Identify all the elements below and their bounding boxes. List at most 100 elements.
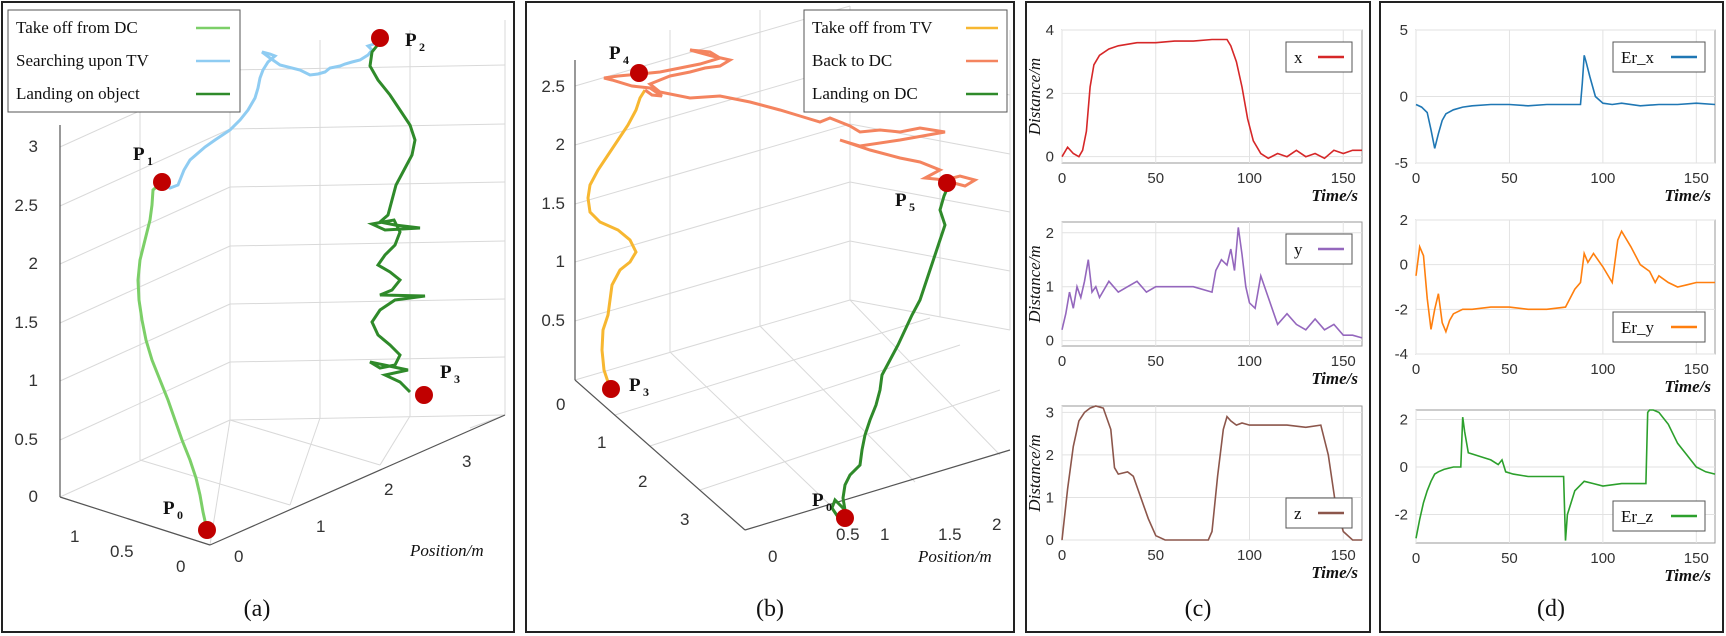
- svg-text:P: P: [440, 362, 452, 383]
- panel-b-ztick: 2.5: [541, 77, 565, 96]
- legend-entry-label: Back to DC: [812, 51, 892, 70]
- panel-a-xtick: 1: [70, 527, 79, 546]
- svg-text:3: 3: [454, 372, 460, 386]
- panel-b-takeoff-path: [586, 89, 647, 389]
- panel-b-point-p3: [602, 380, 620, 398]
- svg-text:P: P: [163, 498, 175, 519]
- x-tick-label: 150: [1331, 170, 1356, 187]
- x-tick-label: 0: [1412, 170, 1420, 187]
- panel-a-ytick: 0: [234, 547, 243, 566]
- x-tick-label: 150: [1684, 550, 1709, 567]
- x-tick-label: 50: [1147, 547, 1164, 564]
- x-tick-label: 0: [1058, 170, 1066, 187]
- panel-a-point-p1: [153, 173, 171, 191]
- x-tick-label: 100: [1237, 170, 1262, 187]
- panel-b-axis-y: [574, 379, 746, 531]
- svg-text:P: P: [609, 43, 621, 64]
- svg-text:P: P: [133, 144, 145, 165]
- x-tick-label: 50: [1501, 361, 1518, 378]
- x-tick-label: 150: [1684, 361, 1709, 378]
- y-tick-label: 3: [1046, 404, 1054, 421]
- y-tick-label: 0: [1400, 89, 1408, 106]
- svg-text:P: P: [812, 490, 824, 511]
- panel-b-xtick: 0.5: [836, 525, 860, 544]
- x-tick-label: 50: [1147, 353, 1164, 370]
- svg-text:P: P: [895, 190, 907, 211]
- panel-b-ztick: 1.5: [541, 194, 565, 213]
- panel-a-ztick: 1: [29, 371, 38, 390]
- subplot-c-3: 0 50 100 150 0 1 2 3 Time/s Distance/m z: [1025, 404, 1363, 582]
- panel-d-frame: [1379, 1, 1724, 633]
- panel-a-ztick: 1.5: [14, 313, 38, 332]
- y-tick-label: 2: [1400, 412, 1408, 429]
- svg-text:5: 5: [909, 200, 915, 214]
- panel-b-ytick: 2: [638, 472, 647, 491]
- legend-entry-label: Searching upon TV: [16, 51, 150, 70]
- panel-a-ztick: 3: [29, 137, 38, 156]
- y-tick-label: 0: [1046, 532, 1054, 549]
- panel-c-frame: [1025, 1, 1371, 633]
- svg-text:0: 0: [177, 508, 183, 522]
- panel-a-axis-y: [59, 496, 211, 546]
- x-axis-label: Time/s: [1664, 377, 1711, 396]
- legend-label: Er_x: [1621, 48, 1655, 67]
- x-tick-label: 100: [1590, 361, 1615, 378]
- legend-entry-label: Take off from DC: [16, 18, 138, 37]
- legend-entry-label: Landing on DC: [812, 84, 918, 103]
- x-tick-label: 0: [1058, 353, 1066, 370]
- panel-b-xtick: 1: [880, 525, 889, 544]
- series-legend: Er_y: [1612, 311, 1706, 343]
- panel-b-xtick: 2: [992, 515, 1001, 534]
- panel-b-xtick: 0: [768, 547, 777, 566]
- subplot-c-1: 0 50 100 150 0 2 4 Time/s Distance/m x: [1025, 22, 1363, 205]
- panel-a-axis-x: [209, 414, 506, 546]
- panel-b-point-p4: [630, 64, 648, 82]
- x-tick-label: 50: [1501, 170, 1518, 187]
- legend-entry-label: Landing on object: [16, 84, 140, 103]
- x-axis-label: Time/s: [1311, 369, 1358, 388]
- y-tick-label: -2: [1395, 507, 1408, 524]
- panel-b-axis-x: [744, 449, 1011, 531]
- y-axis-label: Distance/m: [1025, 58, 1044, 136]
- x-tick-label: 50: [1501, 550, 1518, 567]
- panel-a-caption: (a): [244, 596, 271, 622]
- y-tick-label: -2: [1395, 301, 1408, 318]
- x-tick-label: 100: [1590, 550, 1615, 567]
- panel-c: (c): [1185, 596, 1212, 622]
- x-tick-label: 150: [1331, 353, 1356, 370]
- y-tick-label: 5: [1400, 22, 1408, 39]
- y-tick-label: 0: [1400, 459, 1408, 476]
- panel-a-ytick: 2: [384, 480, 393, 499]
- panel-b-xlabel: Position/m: [917, 547, 992, 566]
- y-tick-label: 0: [1046, 149, 1054, 166]
- panel-a: 0 0.5 1 1.5 2 2.5 3 0 1 2 3 0 0.5 1 Posi…: [7, 9, 506, 622]
- y-tick-label: 4: [1046, 22, 1054, 39]
- panel-a-point-p3: [415, 386, 433, 404]
- panel-a-ztick: 2: [29, 254, 38, 273]
- panel-d: (d): [1537, 596, 1565, 622]
- panel-a-xtick: 0.5: [110, 542, 134, 561]
- panel-b-landing-path: [830, 181, 952, 523]
- x-tick-label: 0: [1412, 361, 1420, 378]
- panel-a-takeoff-path: [136, 180, 209, 531]
- panel-a-frame: [1, 1, 515, 633]
- panel-a-landing-path: [367, 41, 426, 394]
- y-tick-label: -4: [1395, 346, 1408, 363]
- series-line: [1061, 38, 1362, 160]
- y-tick-label: 0: [1400, 257, 1408, 274]
- x-axis-label: Time/s: [1311, 186, 1358, 205]
- panel-a-ytick: 1: [316, 517, 325, 536]
- panel-a-xlabel: Position/m: [409, 541, 484, 560]
- legend-label: x: [1294, 48, 1303, 67]
- svg-text:3: 3: [643, 385, 649, 399]
- panel-d-caption: (d): [1537, 596, 1565, 622]
- panel-a-point-p2: [371, 29, 389, 47]
